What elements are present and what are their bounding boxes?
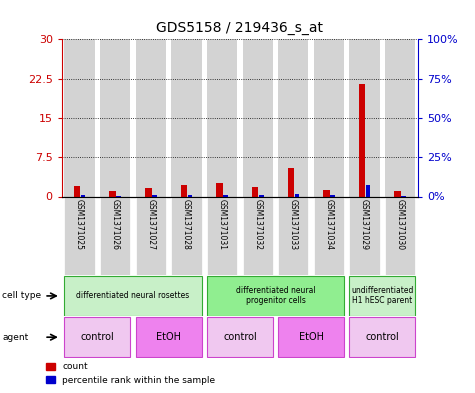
Bar (100, 39, 130, 197)
Text: EtOH: EtOH (156, 332, 181, 342)
FancyBboxPatch shape (350, 317, 415, 357)
Text: GSM1371025: GSM1371025 (75, 199, 84, 250)
Bar (287, 168, 294, 196)
Bar (278, 39, 308, 197)
FancyBboxPatch shape (65, 276, 201, 316)
Bar (294, 194, 299, 196)
Text: GSM1371026: GSM1371026 (111, 199, 120, 250)
Text: GSM1371031: GSM1371031 (218, 199, 227, 250)
Bar (74, 186, 80, 196)
Text: control: control (223, 332, 257, 342)
Bar (109, 191, 116, 196)
FancyBboxPatch shape (350, 196, 380, 275)
FancyBboxPatch shape (278, 196, 308, 275)
Text: differentiated neural rosettes: differentiated neural rosettes (76, 291, 190, 300)
FancyBboxPatch shape (278, 317, 344, 357)
Bar (314, 39, 344, 197)
Text: undifferentiated
H1 hESC parent: undifferentiated H1 hESC parent (351, 286, 414, 305)
FancyBboxPatch shape (171, 196, 201, 275)
FancyBboxPatch shape (136, 196, 166, 275)
FancyBboxPatch shape (385, 196, 415, 275)
Text: GSM1371032: GSM1371032 (253, 199, 262, 250)
Text: EtOH: EtOH (299, 332, 323, 342)
Bar (136, 39, 166, 197)
Bar (81, 195, 85, 196)
Text: control: control (365, 332, 399, 342)
Bar (323, 190, 330, 196)
Bar (145, 188, 152, 196)
Bar (188, 195, 192, 196)
Legend: count, percentile rank within the sample: count, percentile rank within the sample (43, 359, 219, 389)
FancyBboxPatch shape (100, 196, 130, 275)
Text: GSM1371030: GSM1371030 (396, 199, 405, 250)
Bar (223, 195, 228, 196)
Bar (259, 195, 264, 196)
Text: GSM1371029: GSM1371029 (360, 199, 369, 250)
FancyBboxPatch shape (350, 276, 415, 316)
Bar (243, 39, 273, 197)
FancyBboxPatch shape (207, 196, 237, 275)
Text: GSM1371028: GSM1371028 (182, 199, 191, 250)
Bar (394, 191, 401, 196)
Bar (385, 39, 415, 197)
Bar (207, 39, 237, 197)
Bar (152, 195, 157, 196)
Bar (330, 195, 335, 196)
FancyBboxPatch shape (65, 196, 95, 275)
Bar (65, 39, 95, 197)
Bar (180, 185, 187, 196)
Text: GSM1371027: GSM1371027 (146, 199, 155, 250)
Bar (217, 183, 223, 196)
Text: GSM1371033: GSM1371033 (289, 199, 298, 250)
FancyBboxPatch shape (207, 317, 273, 357)
FancyBboxPatch shape (65, 317, 130, 357)
Bar (359, 84, 365, 196)
Bar (171, 39, 201, 197)
Text: cell type: cell type (2, 292, 41, 300)
Text: control: control (80, 332, 114, 342)
Bar (366, 185, 370, 196)
Title: GDS5158 / 219436_s_at: GDS5158 / 219436_s_at (156, 22, 323, 35)
FancyBboxPatch shape (136, 317, 201, 357)
FancyBboxPatch shape (314, 196, 344, 275)
Text: GSM1371034: GSM1371034 (324, 199, 333, 250)
FancyBboxPatch shape (207, 276, 344, 316)
FancyBboxPatch shape (243, 196, 273, 275)
Text: agent: agent (2, 333, 28, 342)
Text: differentiated neural
progenitor cells: differentiated neural progenitor cells (236, 286, 315, 305)
Bar (252, 187, 258, 196)
Bar (350, 39, 380, 197)
